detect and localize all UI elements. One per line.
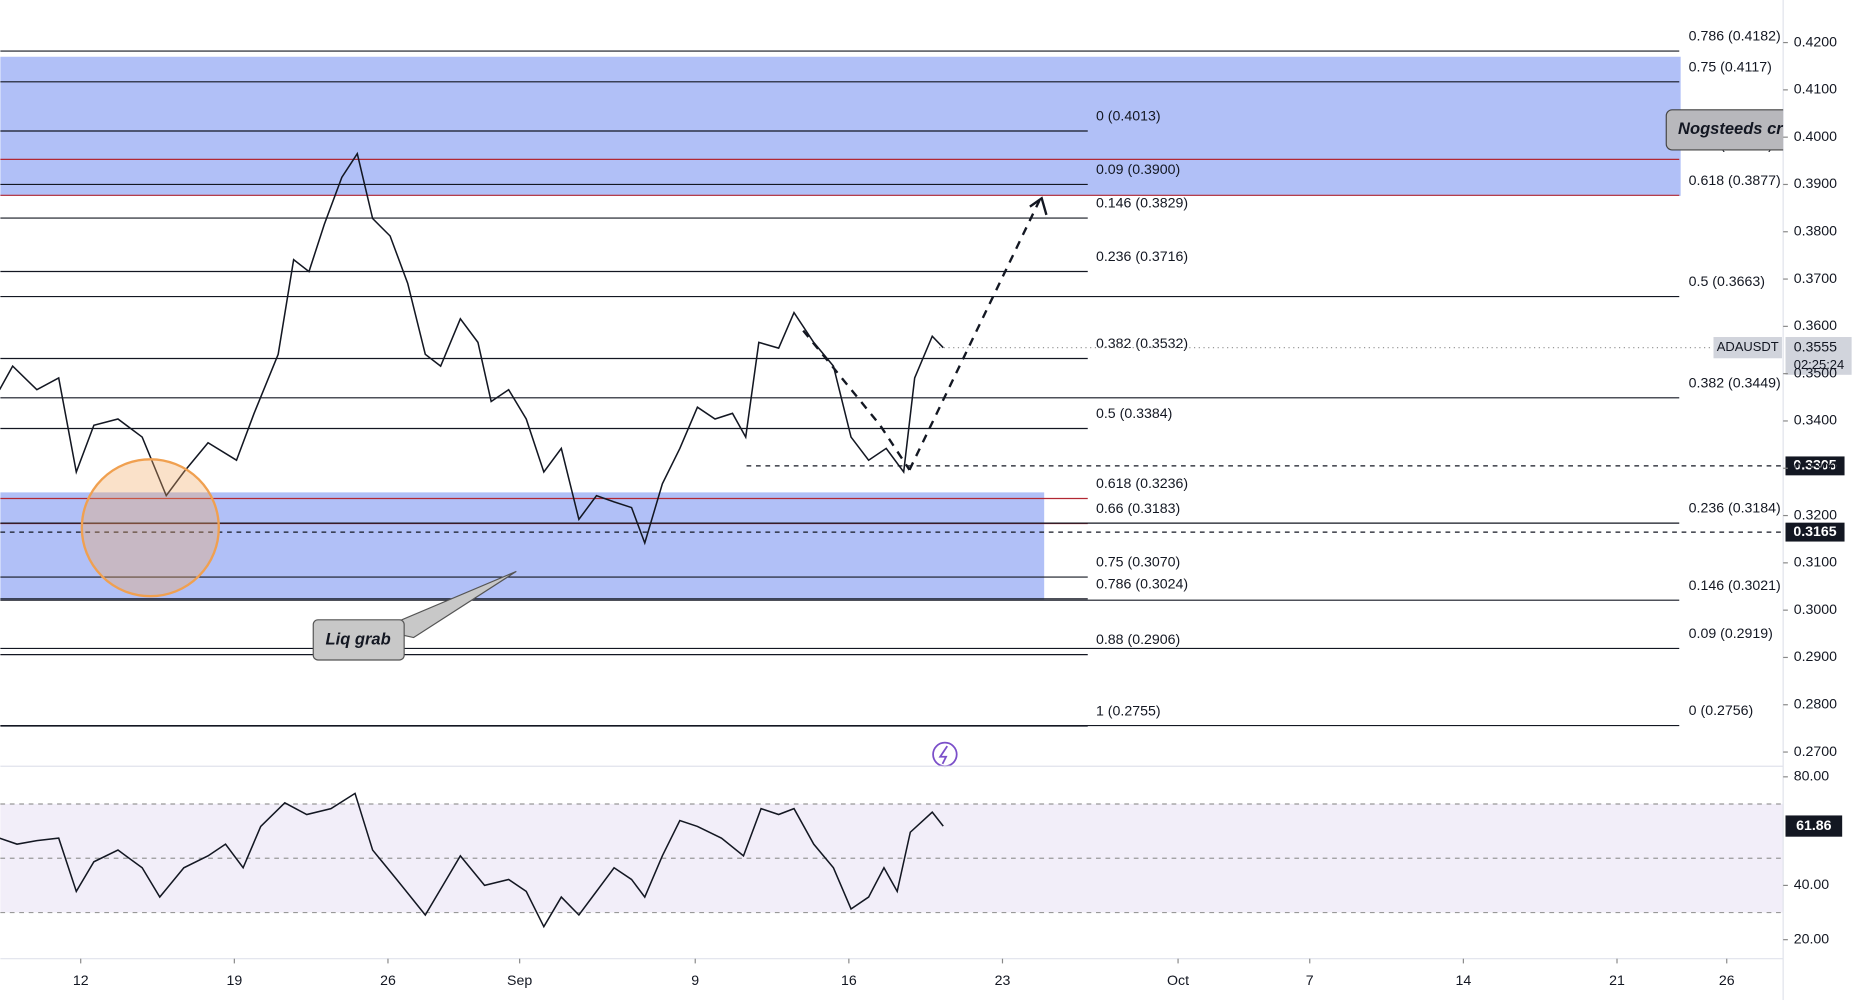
symbol-tag (1713, 337, 1782, 359)
y-tick-label: 20.00 (1794, 931, 1830, 947)
fib-label: 0 (0.4013) (1096, 109, 1161, 125)
last-value-tag (1785, 815, 1843, 837)
y-tick-label: 0.4100 (1794, 82, 1837, 98)
projection-line (908, 200, 1041, 471)
fib-label: 0.75 (0.4117) (1689, 59, 1772, 75)
arrow-head (1029, 196, 1048, 216)
price-tag (1785, 522, 1845, 542)
y-tick-label: 0.3300 (1794, 460, 1837, 476)
fib-label: 0.88 (0.2906) (1096, 632, 1180, 648)
series-line (0, 792, 944, 929)
plot-layer: 0 (0.4013) 0.09 (0.3900) 0.146 (0.3829) 0.2… (0, 29, 1784, 929)
last-value-label: 61.86 (1796, 818, 1832, 834)
fib-label: 0.382 (0.3532) (1096, 336, 1188, 352)
y-tick-label: 0.3600 (1794, 318, 1837, 334)
y-tick-label: 0.3400 (1794, 413, 1837, 429)
fib-label: 0.75 (0.3070) (1096, 555, 1180, 571)
fib-label: 0.146 (0.3021) (1689, 578, 1781, 594)
fib-label: 0.618 (0.3877) (1689, 173, 1781, 189)
zone (0, 492, 1045, 600)
axis-layer: 0.3305 0.3165 ADAUSDT 0.3555 02:25:24 0.4200 0… (73, 34, 1852, 989)
x-tick-label: 9 (691, 973, 699, 989)
highlight-circle (80, 458, 220, 598)
icon (938, 745, 948, 765)
fib-label: 0.618 (0.3236) (1096, 476, 1188, 492)
y-tick-label: 80.00 (1794, 769, 1830, 785)
note-box (1665, 109, 1784, 151)
fib-label: 0 (0.2756) (1689, 703, 1754, 719)
y-tick-label: 0.3200 (1794, 507, 1837, 523)
x-tick-label: Oct (1167, 973, 1189, 989)
fib-label: 0.66 (0.3183) (1096, 501, 1180, 517)
x-tick-label: 19 (226, 973, 242, 989)
callout-text: Liq grab (326, 629, 391, 648)
last-price-label: 0.3555 (1794, 339, 1837, 355)
last-price-tag (1785, 337, 1852, 375)
price-tag-label: 0.3165 (1793, 524, 1836, 540)
y-tick-label: 0.3900 (1794, 176, 1837, 192)
fib-label: 0.09 (0.3900) (1096, 162, 1180, 178)
y-tick-label: 0.2800 (1794, 696, 1837, 712)
x-tick-label: 26 (380, 973, 396, 989)
y-tick-label: 0.3500 (1794, 365, 1837, 381)
note: Nogsteeds cr (1665, 109, 1784, 151)
fib-label: 0.5 (0.3384) (1096, 406, 1172, 422)
countdown: 02:25:24 (1794, 357, 1844, 372)
y-tick-label: 0.2700 (1794, 744, 1837, 760)
x-tick-label: 23 (995, 973, 1011, 989)
x-tick-label: 7 (1306, 973, 1314, 989)
y-tick-label: 0.3000 (1794, 602, 1837, 618)
y-tick-label: 0.4200 (1794, 34, 1837, 50)
fib-label: 0.786 (0.4182) (1689, 29, 1781, 45)
symbol-label: ADAUSDT (1717, 339, 1779, 354)
x-tick-label: 12 (73, 973, 89, 989)
fib-label: 0.236 (0.3184) (1689, 501, 1781, 517)
callout-box (312, 619, 405, 661)
y-tick-label: 0.4000 (1794, 129, 1837, 145)
series-line (0, 151, 944, 546)
projection-line (802, 329, 911, 471)
fib-label: 0.146 (0.3829) (1096, 196, 1188, 212)
fib-label: 0.09 (0.2919) (1689, 626, 1773, 642)
x-tick-label: 21 (1609, 973, 1625, 989)
x-tick-label: 26 (1719, 973, 1735, 989)
x-tick-label: Sep (507, 973, 532, 989)
y-tick-label: 0.3100 (1794, 555, 1837, 571)
fib-label: 0.786 (0.3024) (1096, 576, 1188, 592)
y-tick-label: 40.00 (1794, 877, 1830, 893)
zone (0, 56, 1681, 196)
y-tick-label: 0.3700 (1794, 271, 1837, 287)
note-text: Nogsteeds cr (1678, 119, 1784, 138)
price-tag-label: 0.3305 (1793, 458, 1836, 474)
fib-label: 0.382 (0.3449) (1689, 375, 1781, 391)
fib-label: 0.236 (0.3716) (1096, 249, 1188, 265)
x-tick-label: 16 (841, 973, 857, 989)
fib-label: 1 (0.2755) (1096, 704, 1161, 720)
y-tick-label: 0.2900 (1794, 649, 1837, 665)
y-tick-label: 0.3800 (1794, 223, 1837, 239)
x-tick-label: 14 (1455, 973, 1471, 989)
fib-label: 0.5 (0.3663) (1689, 274, 1765, 290)
price-tag (1785, 456, 1845, 476)
